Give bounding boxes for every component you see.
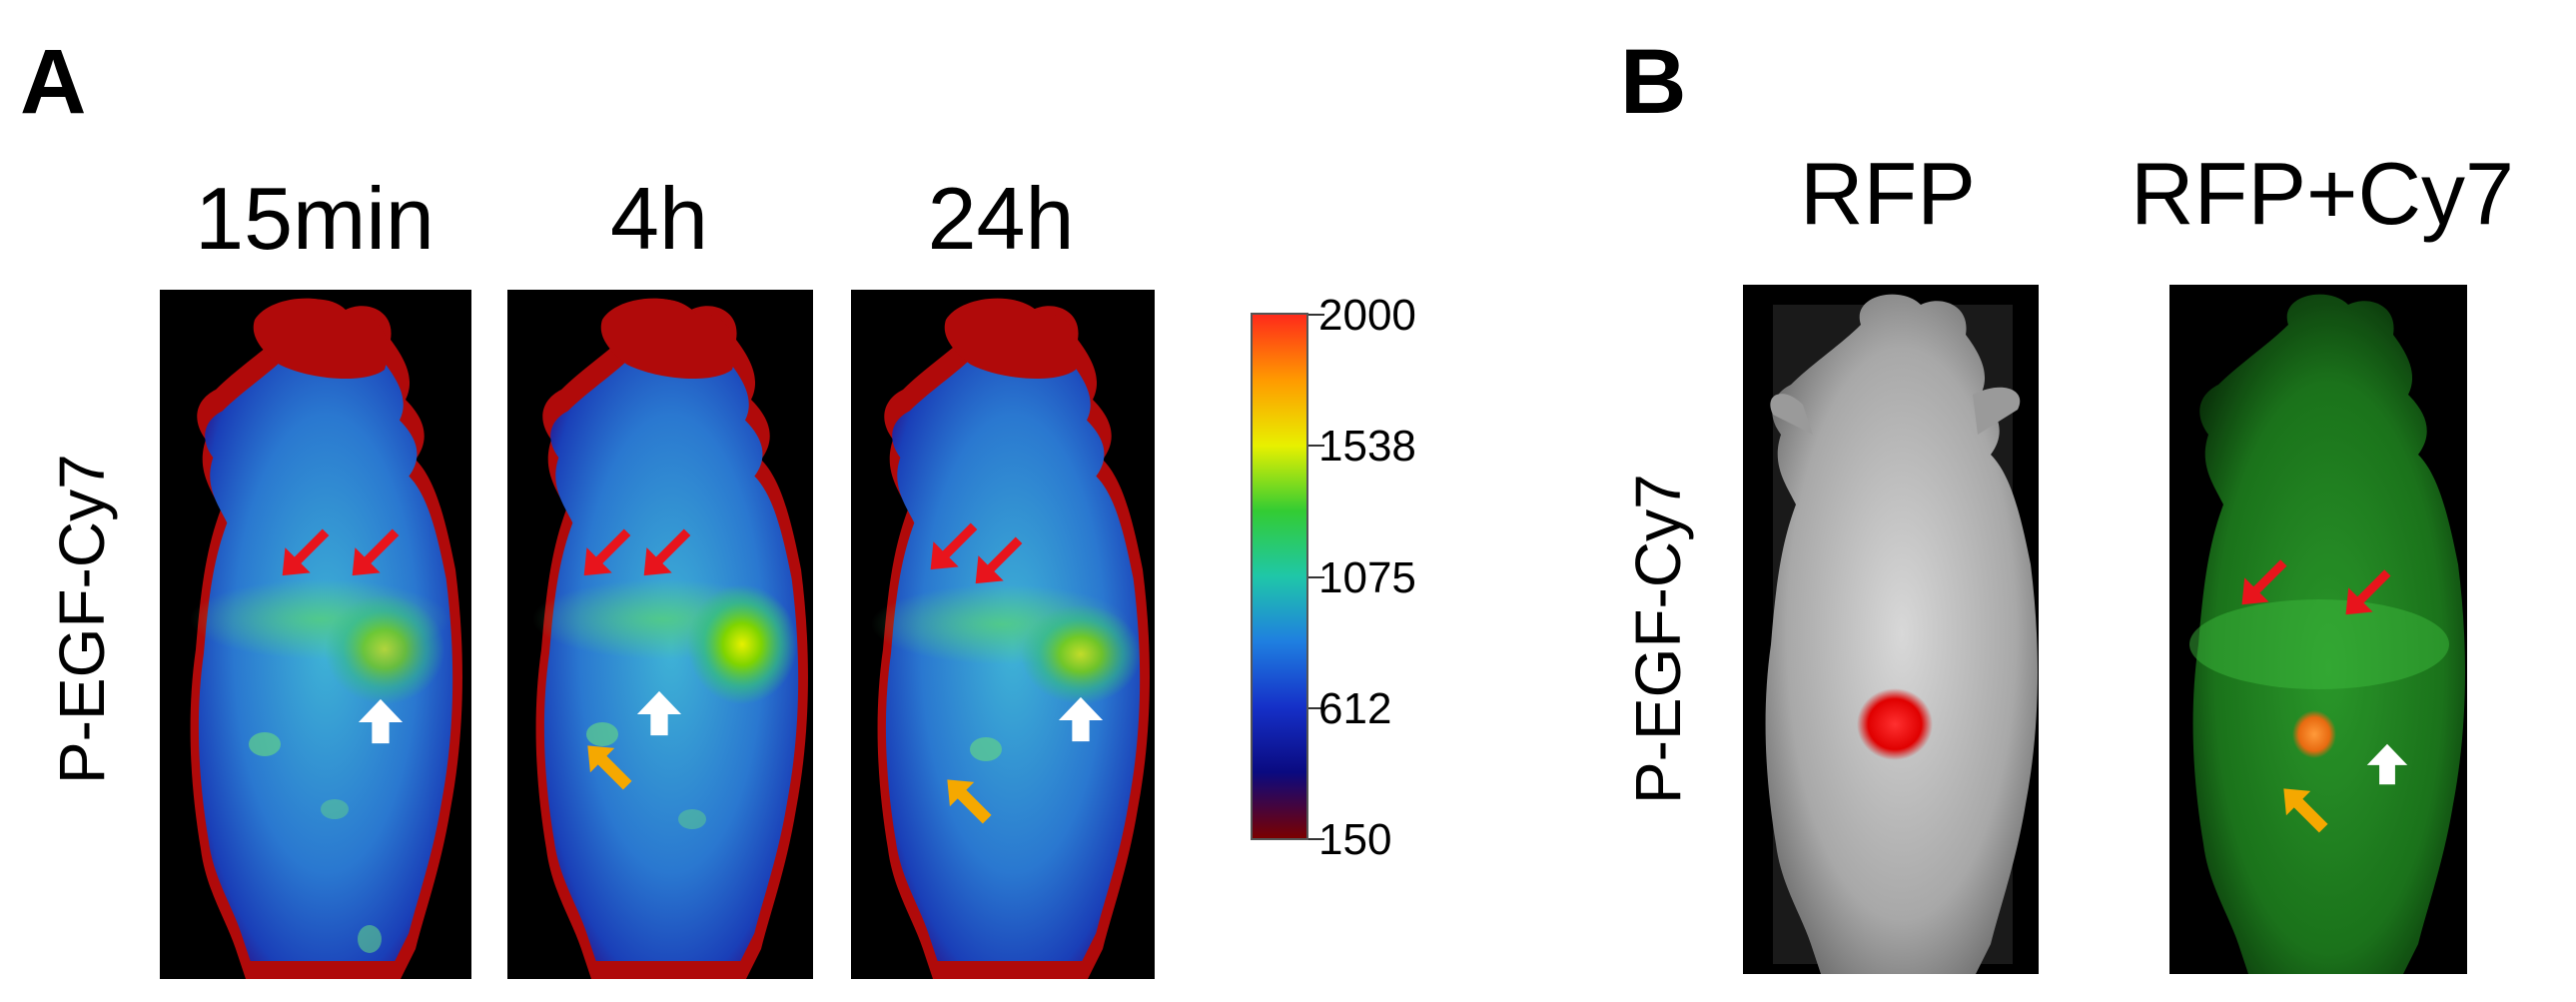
colorbar-tick-mark: [1308, 838, 1324, 840]
colorbar-tick-label: 1538: [1318, 422, 1416, 471]
heatmap-image-15min: [160, 290, 471, 979]
colorbar-tick-label: 150: [1318, 815, 1392, 864]
time-label-15min: 15min: [195, 169, 434, 268]
heatmap-image-24h: [851, 290, 1155, 979]
colorbar-tick-mark: [1308, 707, 1324, 709]
time-label-4h: 4h: [610, 169, 708, 268]
colorbar-tick-mark: [1308, 445, 1324, 447]
colorbar: [1251, 313, 1308, 840]
colorbar-tick-label: 2000: [1318, 291, 1416, 340]
colorbar-gradient: [1253, 315, 1306, 838]
time-label-24h: 24h: [927, 169, 1075, 268]
panel-letter-a: A: [20, 31, 87, 133]
fluorescence-image-rfp: [1743, 285, 2039, 974]
colorbar-tick-label: 1075: [1318, 553, 1416, 602]
fluorescence-image-rfp-cy7: [2169, 285, 2467, 974]
channel-label-rfp-cy7: RFP+Cy7: [2131, 144, 2514, 243]
panel-letter-b: B: [1620, 31, 1687, 133]
heatmap-image-4h: [507, 290, 813, 979]
colorbar-tick-mark: [1308, 314, 1324, 316]
colorbar-tick-mark: [1308, 576, 1324, 578]
channel-label-rfp: RFP: [1800, 144, 1976, 243]
colorbar-tick-label: 612: [1318, 684, 1392, 733]
row-label-a: P-EGF-Cy7: [46, 454, 118, 784]
row-label-b: P-EGF-Cy7: [1622, 474, 1694, 804]
